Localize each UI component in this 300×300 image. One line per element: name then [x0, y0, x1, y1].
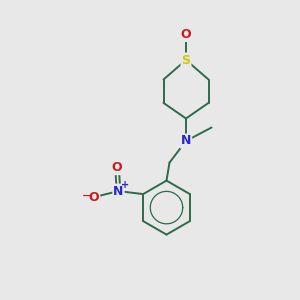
Text: S: S [182, 53, 190, 67]
Text: −: − [82, 190, 91, 201]
Text: +: + [121, 179, 129, 190]
Text: O: O [88, 190, 99, 204]
Text: O: O [181, 28, 191, 41]
Text: N: N [181, 134, 191, 148]
Text: O: O [112, 161, 122, 174]
Text: N: N [113, 184, 124, 198]
